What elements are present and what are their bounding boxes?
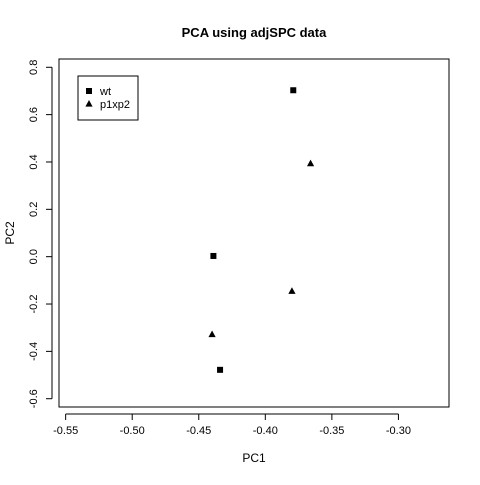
y-tick-label: -0.4	[28, 342, 40, 361]
x-tick-label: -0.45	[186, 425, 211, 437]
x-axis-title: PC1	[242, 451, 266, 465]
data-point-p1xp2	[288, 287, 296, 294]
y-tick-label: 0.2	[28, 202, 40, 217]
data-point-wt	[290, 87, 297, 94]
y-tick-label: -0.6	[28, 389, 40, 408]
legend-label-wt: wt	[99, 86, 111, 98]
x-tick-label: -0.55	[53, 425, 78, 437]
legend-label-p1xp2: p1xp2	[100, 99, 130, 111]
y-axis-title: PC2	[3, 221, 17, 245]
y-axis: -0.6 -0.4 -0.2 0.0 0.2 0.4 0.6 0.8	[28, 60, 53, 408]
x-tick-label: -0.50	[120, 425, 145, 437]
x-tick-label: -0.35	[319, 425, 344, 437]
legend-box	[77, 75, 139, 121]
x-tick-label: -0.40	[253, 425, 278, 437]
data-points	[208, 87, 315, 373]
data-point-wt	[217, 366, 224, 373]
legend-marker-p1xp2	[85, 100, 93, 107]
legend-marker-wt	[86, 88, 92, 94]
plot-frame	[58, 58, 450, 408]
data-point-wt	[210, 252, 217, 259]
data-point-p1xp2	[306, 159, 315, 167]
chart-title: PCA using adjSPC data	[182, 25, 327, 40]
y-tick-label: -0.2	[28, 295, 40, 314]
x-tick-label: -0.30	[386, 425, 411, 437]
y-tick-label: 0.6	[28, 107, 40, 122]
y-tick-label: 0.0	[28, 249, 40, 264]
y-tick-label: 0.4	[28, 154, 40, 169]
y-tick-label: 0.8	[28, 60, 40, 75]
data-point-p1xp2	[208, 330, 216, 338]
x-axis: -0.55 -0.50 -0.45 -0.40 -0.35 -0.30	[53, 413, 411, 437]
